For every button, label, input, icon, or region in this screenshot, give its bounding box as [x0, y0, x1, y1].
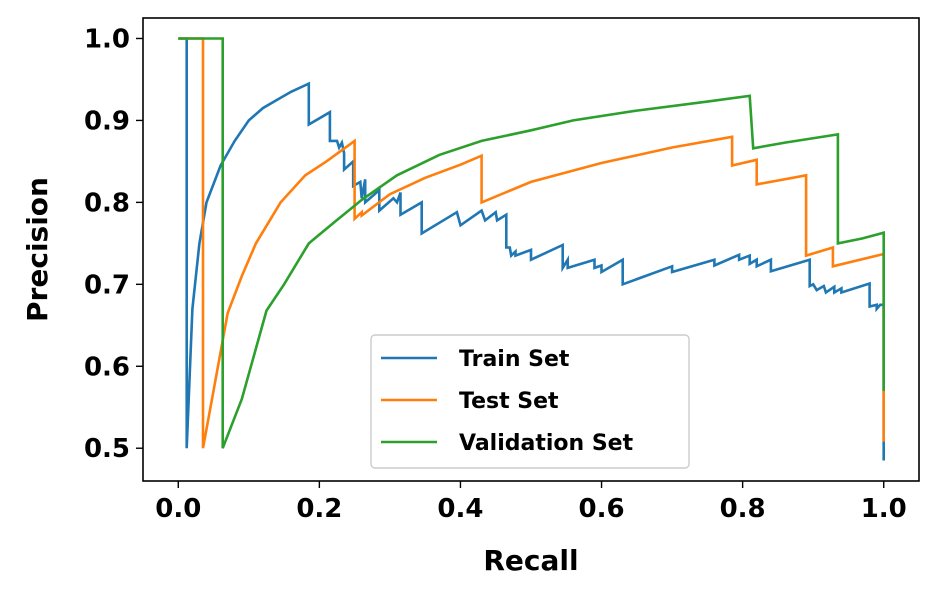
legend-entry: Train Set — [459, 347, 570, 372]
y-axis: 0.5 0.6 0.7 0.8 0.9 1.0 — [84, 24, 143, 464]
y-tick-label: 0.5 — [84, 434, 130, 464]
series-line-1 — [178, 37, 885, 449]
series-line-2 — [178, 37, 885, 449]
y-tick-label: 0.6 — [84, 352, 130, 382]
x-tick-label: 0.8 — [720, 494, 766, 524]
legend-entry: Test Set — [459, 389, 559, 414]
y-tick-label: 0.9 — [84, 106, 130, 136]
legend-entry: Validation Set — [459, 431, 634, 456]
x-axis-label: Recall — [483, 544, 578, 577]
x-tick-label: 0.2 — [296, 494, 342, 524]
series-line-0 — [178, 37, 885, 461]
x-tick-label: 1.0 — [861, 494, 907, 524]
x-tick-label: 0.0 — [155, 494, 201, 524]
legend-box — [370, 334, 690, 469]
y-tick-label: 0.7 — [84, 270, 130, 300]
legend: Train Set Test Set Validation Set — [370, 334, 690, 469]
x-axis: 0.0 0.2 0.4 0.6 0.8 1.0 — [155, 481, 907, 524]
series-layer — [178, 37, 885, 461]
plot-frame — [142, 17, 920, 482]
y-axis-label: Precision — [21, 177, 54, 322]
x-tick-label: 0.6 — [579, 494, 625, 524]
y-tick-label: 1.0 — [84, 24, 130, 54]
x-tick-label: 0.4 — [437, 494, 483, 524]
y-tick-label: 0.8 — [84, 188, 130, 218]
